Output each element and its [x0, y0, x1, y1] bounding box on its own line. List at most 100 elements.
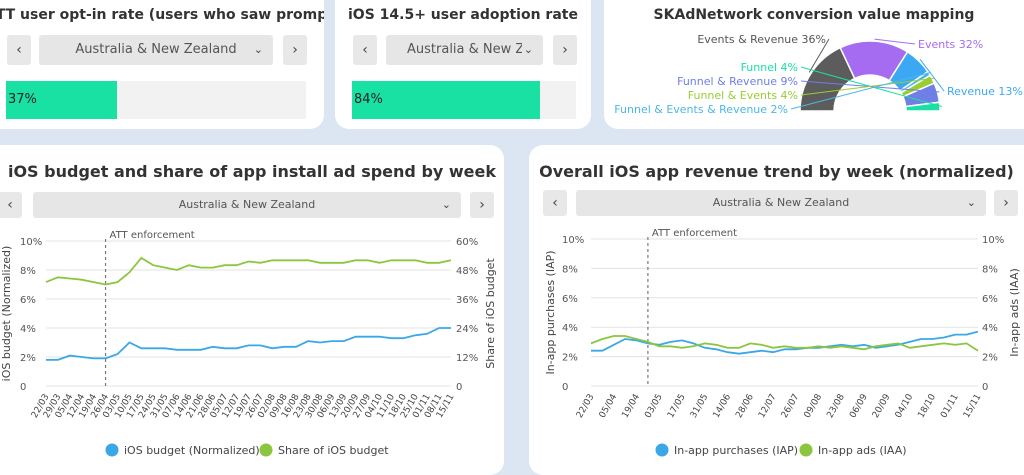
legend-label: In-app purchases (IAP): [674, 444, 798, 457]
x-tick-label: 31/05: [689, 393, 711, 420]
chevron-down-icon: ⌄: [966, 196, 976, 209]
att-progress-track: 37%: [6, 81, 306, 119]
donut-leader-line: [874, 38, 916, 45]
y2-tick-label: 0: [982, 382, 988, 393]
donut-leader-line: [790, 71, 931, 110]
y2-tick-label: 6%: [982, 294, 998, 305]
ios145-value-text: 84%: [354, 92, 383, 107]
ios145-adoption-card: iOS 14.5+ user adoption rate ‹ Australia…: [335, 0, 591, 129]
budget-next-button[interactable]: ›: [470, 192, 494, 218]
ios145-next-button[interactable]: ›: [553, 35, 577, 65]
legend-label: iOS budget (Normalized): [124, 444, 260, 457]
y-axis-title: In-app purchases (IAP): [544, 250, 557, 374]
chevron-left-icon: ‹: [7, 197, 13, 213]
x-tick-label: 14/06: [712, 392, 734, 420]
y-tick-label: 2%: [20, 353, 36, 364]
x-tick-label: 23/08: [825, 392, 847, 420]
chevron-right-icon: ›: [562, 42, 568, 58]
x-tick-label: 05/04: [598, 392, 620, 420]
ios145-progress-fill: [352, 81, 541, 119]
att-optin-card: ATT user opt-in rate (users who saw prom…: [0, 0, 324, 129]
donut-leader-line: [800, 77, 935, 96]
ios145-region-label: Australia & New Zeal...: [407, 42, 522, 57]
budget-card: iOS budget and share of app install ad s…: [0, 145, 504, 475]
series-line: [590, 335, 979, 352]
chevron-down-icon: ⌄: [253, 43, 263, 56]
y-tick-label: 4%: [20, 324, 36, 335]
donut-label: Events 32%: [918, 38, 983, 51]
att-value-text: 37%: [8, 92, 37, 107]
x-tick-label: 18/10: [916, 392, 938, 420]
revenue-title: Overall iOS app revenue trend by week (n…: [539, 162, 1014, 181]
y-tick-label: 0: [20, 382, 26, 393]
x-tick-label: 22/03: [575, 393, 597, 420]
skad-semi-donut-chart: Events & Revenue 36% Events 32% Revenue 13…: [614, 33, 1023, 116]
ios145-region-select[interactable]: Australia & New Zeal... ⌄: [386, 35, 543, 65]
y-tick-label: 4%: [562, 323, 578, 334]
chevron-left-icon: ‹: [362, 42, 368, 58]
att-prev-button[interactable]: ‹: [7, 35, 31, 65]
y2-tick-label: 0: [456, 382, 462, 393]
x-tick-label: 03/05: [643, 393, 665, 420]
y2-tick-label: 8%: [982, 264, 998, 275]
chevron-left-icon: ‹: [552, 195, 558, 211]
y-tick-label: 8%: [562, 264, 578, 275]
y2-tick-label: 24%: [456, 324, 478, 335]
y-tick-label: 8%: [20, 266, 36, 277]
ios145-adoption-title: iOS 14.5+ user adoption rate: [348, 7, 578, 23]
skad-title: SKAdNetwork conversion value mapping: [653, 7, 975, 23]
revenue-region-select[interactable]: Australia & New Zealand ⌄: [576, 190, 986, 216]
att-optin-title: ATT user opt-in rate (users who saw prom…: [0, 7, 324, 23]
y-tick-label: 2%: [562, 353, 578, 364]
donut-label: Funnel & Events 4%: [688, 89, 798, 102]
legend-marker: [105, 443, 119, 457]
series-line: [46, 327, 451, 361]
x-tick-label: 09/08: [803, 392, 825, 420]
ios145-progress-track: 84%: [352, 81, 576, 119]
donut-label: Funnel 4%: [741, 61, 798, 74]
x-tick-label: 04/10: [894, 392, 916, 420]
legend-label: Share of iOS budget: [278, 444, 389, 457]
donut-leader-line: [808, 38, 830, 73]
y2-axis-title: In-app ads (IAA): [1008, 268, 1021, 357]
donut-slice: [904, 101, 941, 112]
budget-prev-button[interactable]: ‹: [0, 192, 22, 218]
y2-tick-label: 36%: [456, 295, 478, 306]
ios145-prev-button[interactable]: ‹: [353, 35, 377, 65]
legend-marker: [799, 443, 813, 457]
y2-tick-label: 12%: [456, 353, 478, 364]
y2-tick-label: 60%: [456, 237, 478, 248]
chevron-right-icon: ›: [479, 197, 485, 213]
revenue-prev-button[interactable]: ‹: [543, 190, 567, 216]
att-enforcement-label: ATT enforcement: [110, 230, 195, 241]
revenue-card: Overall iOS app revenue trend by week (n…: [529, 145, 1024, 475]
y2-tick-label: 2%: [982, 353, 998, 364]
att-region-label: Australia & New Zealand: [75, 42, 237, 57]
legend-label: In-app ads (IAA): [818, 444, 907, 457]
att-next-button[interactable]: ›: [283, 35, 307, 65]
budget-region-select[interactable]: Australia & New Zealand ⌄: [33, 192, 461, 218]
chevron-down-icon: ⌄: [523, 43, 533, 56]
att-progress-fill: [6, 81, 117, 119]
y2-axis-title: Share of iOS budget: [484, 258, 497, 369]
x-tick-label: 01/11: [939, 393, 961, 420]
legend-marker: [655, 443, 669, 457]
y-tick-label: 6%: [20, 295, 36, 306]
y2-tick-label: 4%: [982, 323, 998, 334]
y2-tick-label: 48%: [456, 266, 478, 277]
x-tick-label: 15/11: [962, 393, 984, 420]
y-axis-title: iOS budget (Normalized): [0, 246, 13, 382]
donut-label: Funnel & Revenue 9%: [677, 75, 798, 88]
chevron-right-icon: ›: [1003, 195, 1009, 211]
y-tick-label: 6%: [562, 294, 578, 305]
donut-label: Funnel & Events & Revenue 2%: [614, 103, 788, 116]
chevron-down-icon: ⌄: [441, 198, 451, 211]
x-tick-label: 12/07: [757, 393, 779, 420]
budget-title: iOS budget and share of app install ad s…: [7, 162, 497, 181]
y-tick-label: 0: [562, 382, 568, 393]
att-enforcement-label: ATT enforcement: [652, 228, 737, 239]
att-region-select[interactable]: Australia & New Zealand ⌄: [39, 35, 273, 65]
x-tick-label: 19/04: [620, 392, 642, 420]
x-tick-label: 17/05: [666, 393, 688, 420]
revenue-next-button[interactable]: ›: [994, 190, 1018, 216]
